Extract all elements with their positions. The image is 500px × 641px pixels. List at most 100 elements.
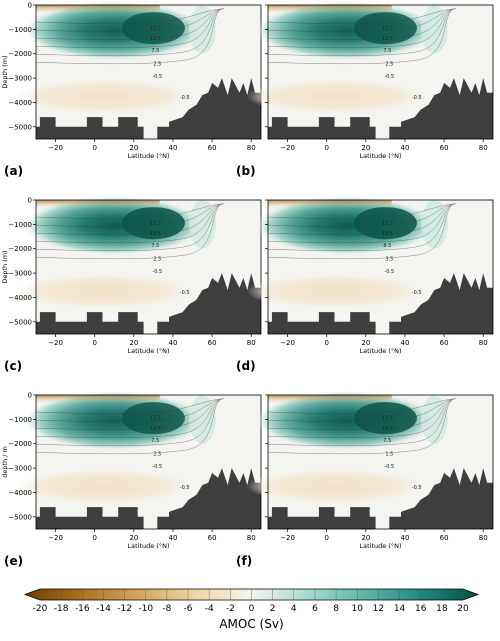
negative-deep-cell	[246, 468, 427, 504]
x-tick-label: −20	[48, 144, 63, 152]
y-tick-label: −3000	[8, 270, 32, 278]
overturning-core	[121, 402, 185, 435]
overturning-core	[353, 207, 417, 240]
x-tick-label: 20	[361, 339, 370, 347]
contour-line	[35, 398, 224, 414]
x-tick-label: 80	[479, 534, 488, 542]
contour-label: 12.5	[150, 426, 161, 432]
x-axis-label: Latitude (°N)	[127, 542, 169, 550]
colorbar-tick-label: 10	[352, 604, 364, 614]
x-tick-label: 0	[324, 339, 328, 347]
contour-line	[267, 398, 456, 447]
x-tick-label: 80	[479, 339, 488, 347]
contour-label: -0.5	[412, 485, 422, 491]
colorbar-tick-label: -6	[184, 604, 193, 614]
negative-deep-cell	[14, 468, 195, 504]
surface-layer	[36, 395, 160, 403]
x-axis-label: Latitude (°N)	[359, 347, 401, 355]
contour-line	[35, 8, 224, 24]
contour-line	[35, 398, 224, 430]
panel-label: (b)	[236, 164, 256, 178]
y-tick-label: −3000	[8, 465, 32, 473]
contour-label: -0.5	[180, 290, 190, 296]
overturning-core	[121, 207, 185, 240]
contour-lines	[267, 398, 456, 455]
contour-lines	[267, 203, 456, 260]
axes-frame	[35, 394, 262, 530]
colorbar-tick-label: -14	[96, 604, 111, 614]
contour-label: -0.5	[180, 95, 190, 101]
contour-lines	[267, 8, 456, 65]
panel-label: (f)	[236, 554, 252, 568]
y-axis-label: Depth (m)	[1, 55, 9, 88]
x-axis-label: Latitude (°N)	[359, 542, 401, 550]
contour-line	[35, 203, 224, 260]
colorbar-tick-label: 18	[436, 604, 448, 614]
colorbar-label: AMOC (Sv)	[219, 617, 283, 631]
colorbar-tick-label: 4	[291, 604, 297, 614]
x-tick-label: 40	[168, 534, 177, 542]
y-tick-label: −2000	[8, 245, 32, 253]
contour-label: 12.5	[150, 231, 161, 237]
contour-line	[35, 398, 224, 447]
contour-label: 8.5	[383, 243, 391, 249]
contour-line	[267, 398, 456, 422]
x-tick-label: 20	[129, 534, 138, 542]
y-tick-label: 0	[28, 197, 32, 205]
panel-c: 17.5 12.5 7.5 2.5 -0.5 -0.5 −20 0 20 40 60 80 Latitu…	[1, 196, 262, 373]
colorbar-tick-label: -16	[75, 604, 90, 614]
x-tick-label: −20	[280, 534, 295, 542]
contour-label: -0.5	[412, 290, 422, 296]
contour-line	[267, 203, 456, 243]
colorbar-tick-label: -2	[226, 604, 235, 614]
colorbar-tick-label: 0	[249, 604, 255, 614]
colorbar-tick-label: -10	[138, 604, 153, 614]
bathymetry	[36, 468, 261, 529]
x-tick-label: −20	[48, 339, 63, 347]
contour-label: -0.5	[152, 269, 162, 275]
x-tick-label: 40	[400, 339, 409, 347]
contour-label: -0.5	[180, 485, 190, 491]
contour-line	[267, 203, 456, 227]
colorbar-tick-label: 8	[333, 604, 339, 614]
contour-label: 12.5	[150, 36, 161, 42]
x-tick-label: 80	[247, 339, 256, 347]
contour-line	[267, 8, 456, 32]
x-tick-label: 60	[208, 144, 217, 152]
x-tick-label: 60	[208, 339, 217, 347]
negative-deep-cell	[246, 273, 427, 309]
surface-layer	[36, 200, 160, 208]
contour-line	[35, 203, 224, 235]
y-tick-label: −3000	[8, 75, 32, 83]
panel-label: (a)	[4, 164, 23, 178]
bathymetry	[268, 273, 493, 334]
x-tick-label: 0	[92, 534, 96, 542]
contour-label: 2.5	[153, 61, 161, 67]
contour-line	[267, 8, 456, 24]
negative-deep-cell	[14, 78, 195, 114]
surface-layer	[268, 395, 392, 403]
colorbar-tick-label: 14	[394, 604, 406, 614]
contour-label: 7.5	[151, 438, 159, 444]
x-tick-label: 80	[247, 144, 256, 152]
panel-label: (e)	[4, 554, 23, 568]
contour-label: 17.5	[150, 25, 161, 31]
negative-deep-cell	[246, 78, 427, 114]
contour-label: -0.5	[384, 74, 394, 80]
y-tick-label: −2000	[8, 440, 32, 448]
panel-label: (c)	[4, 359, 22, 373]
negative-deep-cell	[14, 273, 195, 309]
panel-e: 17.5 12.5 7.5 2.5 -0.5 -0.5 −20 0 20 40 60 80 Latitu…	[1, 391, 262, 568]
surface-layer	[268, 200, 392, 208]
contour-label: 2.5	[153, 256, 161, 262]
contour-label: 17.5	[382, 25, 393, 31]
panel-d: 17.5 12.5 8.5 3.5 -0.5 -0.5 −20 0 20 40 60 80 Latitu…	[236, 196, 494, 373]
x-tick-label: 20	[361, 534, 370, 542]
contour-line	[267, 8, 456, 65]
contour-line	[35, 8, 224, 57]
contour-line	[267, 8, 456, 57]
axes-frame	[267, 4, 494, 140]
panel-a: 17.5 12.5 7.5 2.5 -0.5 -0.5 −20 0 20 40 60 80 Latitu…	[1, 1, 262, 178]
axes-frame	[267, 394, 494, 530]
